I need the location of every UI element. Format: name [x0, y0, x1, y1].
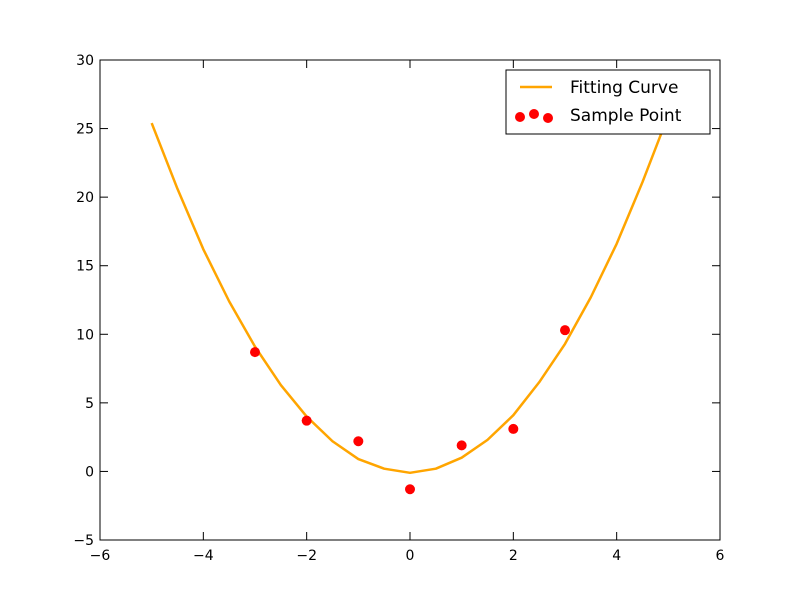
sample-point	[508, 423, 519, 434]
x-tick-label: 6	[716, 548, 725, 564]
legend-marker-sample-point-2	[529, 109, 539, 119]
sample-point	[250, 347, 260, 358]
legend-label-fitting-curve: Fitting Curve	[570, 78, 678, 98]
y-tick-label: 30	[76, 53, 94, 69]
y-tick-label: −5	[73, 533, 94, 549]
y-tick-label: 20	[76, 190, 94, 206]
x-tick-label: 4	[612, 548, 621, 564]
legend-box	[505, 69, 711, 135]
sample-point	[560, 325, 570, 336]
plot-area	[100, 60, 720, 540]
legend-marker-sample-point-1	[515, 112, 525, 122]
fitting-curve-line	[150, 122, 665, 475]
y-tick-label: 25	[76, 122, 94, 138]
y-tick-label: 15	[76, 259, 94, 275]
legend: Fitting Curve Sample Point	[505, 69, 711, 135]
y-tick-label: 0	[85, 464, 94, 480]
x-tick-label: −4	[193, 548, 214, 564]
y-tick-label: 10	[76, 327, 94, 343]
sample-point	[301, 415, 312, 426]
x-tick-label: −2	[296, 548, 317, 564]
x-tick-label: −6	[90, 548, 111, 564]
sample-point	[405, 484, 415, 495]
x-tick-label: 2	[509, 548, 518, 564]
legend-label-sample-point: Sample Point	[570, 106, 682, 126]
x-tick-label: 0	[406, 548, 415, 564]
plot-frame	[99, 59, 721, 541]
ticks-layer: −6 −4 −2 0 2 4 6 −5 0 5 10 15 20 25 30	[73, 53, 724, 564]
series-layer	[150, 122, 665, 495]
legend-marker-sample-point-3	[543, 113, 553, 123]
y-tick-label: 5	[85, 396, 94, 412]
sample-point	[456, 440, 467, 451]
sample-point	[353, 436, 364, 447]
